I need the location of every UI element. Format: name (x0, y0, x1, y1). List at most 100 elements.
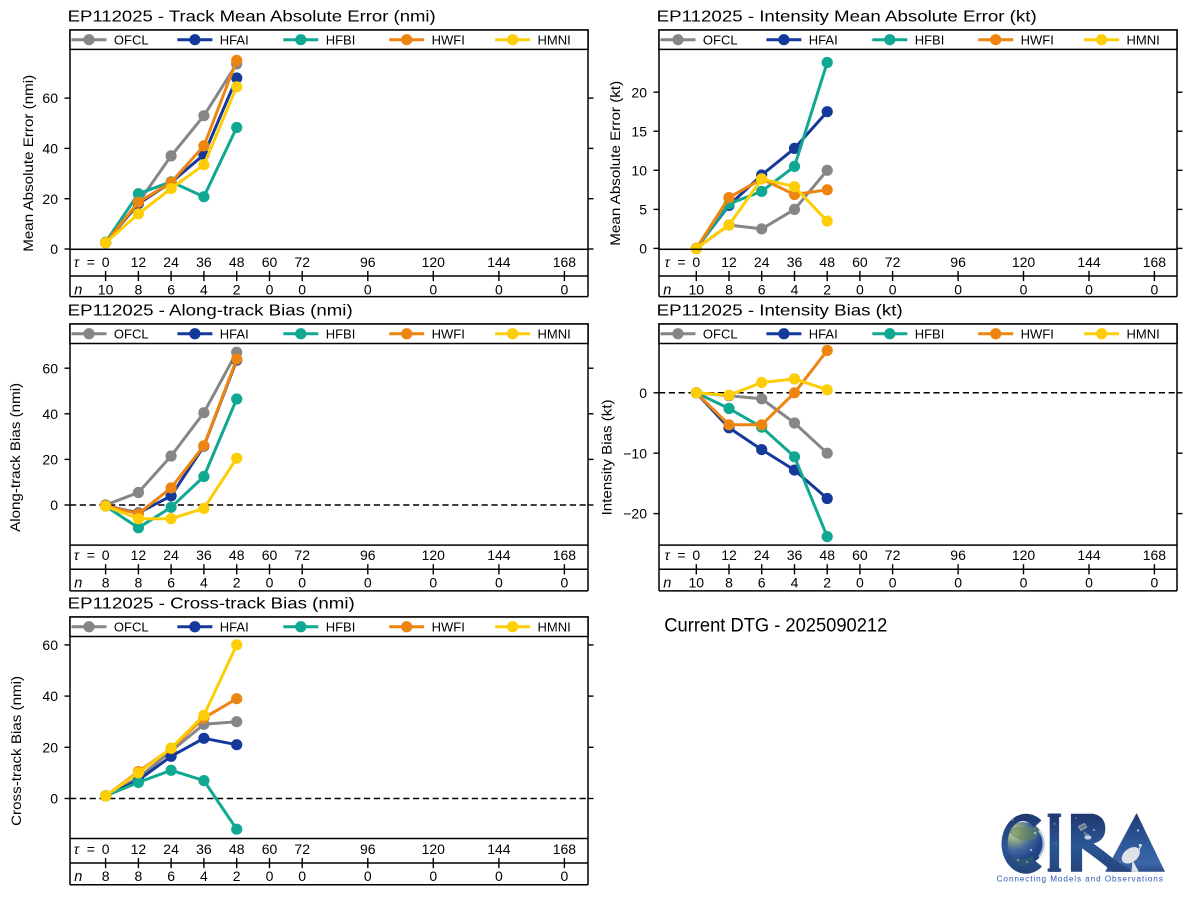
svg-text:0: 0 (1020, 281, 1028, 297)
svg-text:120: 120 (422, 841, 446, 857)
svg-text:168: 168 (1143, 547, 1167, 563)
svg-text:60: 60 (42, 90, 58, 106)
svg-text:Current DTG - 2025090212: Current DTG - 2025090212 (664, 615, 887, 636)
svg-text:10: 10 (631, 162, 647, 178)
svg-text:120: 120 (1012, 547, 1036, 563)
svg-text:0: 0 (889, 281, 897, 297)
svg-text:4: 4 (200, 868, 208, 884)
svg-text:4: 4 (200, 574, 208, 590)
svg-text:0: 0 (889, 574, 897, 590)
svg-text:144: 144 (487, 254, 511, 270)
svg-text:0: 0 (50, 241, 58, 257)
svg-text:40: 40 (42, 406, 58, 422)
svg-text:5: 5 (639, 202, 647, 218)
svg-text:n: n (663, 282, 671, 298)
svg-text:72: 72 (885, 547, 901, 563)
svg-text:=: = (87, 841, 95, 857)
svg-text:HMNI: HMNI (1127, 326, 1160, 341)
svg-text:EP112025 - Along-track Bias (n: EP112025 - Along-track Bias (nmi) (68, 303, 353, 320)
svg-text:0: 0 (561, 574, 569, 590)
svg-text:8: 8 (135, 574, 143, 590)
svg-text:48: 48 (229, 841, 245, 857)
svg-text:168: 168 (553, 547, 577, 563)
svg-text:72: 72 (885, 254, 901, 270)
svg-text:0: 0 (429, 574, 437, 590)
svg-text:10: 10 (689, 574, 705, 590)
svg-text:=: = (677, 547, 685, 563)
svg-text:0: 0 (692, 547, 700, 563)
svg-text:HFAI: HFAI (220, 620, 249, 635)
svg-text:36: 36 (196, 841, 212, 857)
svg-text:Cross-track Bias (nmi): Cross-track Bias (nmi) (8, 676, 24, 826)
svg-text:0: 0 (429, 281, 437, 297)
svg-text:8: 8 (135, 868, 143, 884)
svg-text:96: 96 (950, 547, 966, 563)
svg-text:HFAI: HFAI (809, 32, 838, 47)
svg-text:12: 12 (131, 254, 147, 270)
svg-text:20: 20 (42, 191, 58, 207)
svg-text:0: 0 (364, 281, 372, 297)
svg-text:12: 12 (721, 254, 737, 270)
svg-text:τ: τ (665, 254, 671, 270)
svg-text:0: 0 (495, 868, 503, 884)
svg-text:120: 120 (422, 254, 446, 270)
svg-text:HMNI: HMNI (1127, 32, 1160, 47)
svg-text:2: 2 (233, 281, 241, 297)
svg-text:EP112025 - Cross-track Bias (n: EP112025 - Cross-track Bias (nmi) (68, 596, 355, 613)
svg-text:144: 144 (487, 841, 511, 857)
svg-text:2: 2 (233, 574, 241, 590)
svg-text:10: 10 (98, 281, 114, 297)
svg-text:EP112025 - Intensity Mean Abso: EP112025 - Intensity Mean Absolute Error… (657, 9, 1037, 26)
svg-text:Connecting Models and Observat: Connecting Models and Observations (997, 875, 1164, 884)
svg-text:48: 48 (819, 254, 835, 270)
svg-text:168: 168 (553, 841, 577, 857)
svg-text:168: 168 (1143, 254, 1167, 270)
svg-text:24: 24 (163, 841, 179, 857)
svg-text:96: 96 (950, 254, 966, 270)
svg-text:HWFI: HWFI (432, 326, 465, 341)
svg-text:4: 4 (200, 281, 208, 297)
svg-text:OFCL: OFCL (114, 326, 149, 341)
svg-text:=: = (677, 254, 685, 270)
svg-text:τ: τ (665, 547, 671, 563)
svg-text:0: 0 (102, 841, 110, 857)
svg-text:6: 6 (758, 574, 766, 590)
svg-text:15: 15 (631, 123, 647, 139)
svg-text:0: 0 (50, 497, 58, 513)
svg-text:OFCL: OFCL (114, 32, 149, 47)
svg-text:12: 12 (131, 547, 147, 563)
svg-text:HFAI: HFAI (220, 326, 249, 341)
svg-text:HWFI: HWFI (432, 620, 465, 635)
svg-text:0: 0 (266, 868, 274, 884)
svg-text:HWFI: HWFI (1021, 326, 1054, 341)
svg-text:96: 96 (360, 841, 376, 857)
svg-text:n: n (74, 575, 82, 591)
svg-text:60: 60 (262, 841, 278, 857)
svg-text:60: 60 (262, 547, 278, 563)
svg-text:HMNI: HMNI (538, 326, 571, 341)
svg-text:EP112025 - Intensity Bias (kt): EP112025 - Intensity Bias (kt) (657, 303, 903, 320)
svg-text:0: 0 (298, 574, 306, 590)
svg-text:0: 0 (954, 574, 962, 590)
svg-text:20: 20 (42, 452, 58, 468)
svg-text:0: 0 (429, 868, 437, 884)
svg-text:2: 2 (823, 281, 831, 297)
svg-text:0: 0 (692, 254, 700, 270)
svg-text:0: 0 (364, 868, 372, 884)
svg-text:n: n (74, 869, 82, 885)
svg-text:20: 20 (631, 84, 647, 100)
svg-text:HFBI: HFBI (326, 620, 356, 635)
svg-text:72: 72 (294, 547, 310, 563)
svg-text:OFCL: OFCL (114, 620, 149, 635)
svg-text:τ: τ (74, 254, 80, 270)
svg-text:20: 20 (42, 739, 58, 755)
svg-text:OFCL: OFCL (703, 326, 738, 341)
svg-text:72: 72 (294, 841, 310, 857)
svg-text:40: 40 (42, 688, 58, 704)
svg-text:120: 120 (422, 547, 446, 563)
svg-text:HWFI: HWFI (432, 32, 465, 47)
svg-text:60: 60 (42, 637, 58, 653)
svg-text:120: 120 (1012, 254, 1036, 270)
svg-text:8: 8 (102, 574, 110, 590)
svg-text:36: 36 (787, 254, 803, 270)
